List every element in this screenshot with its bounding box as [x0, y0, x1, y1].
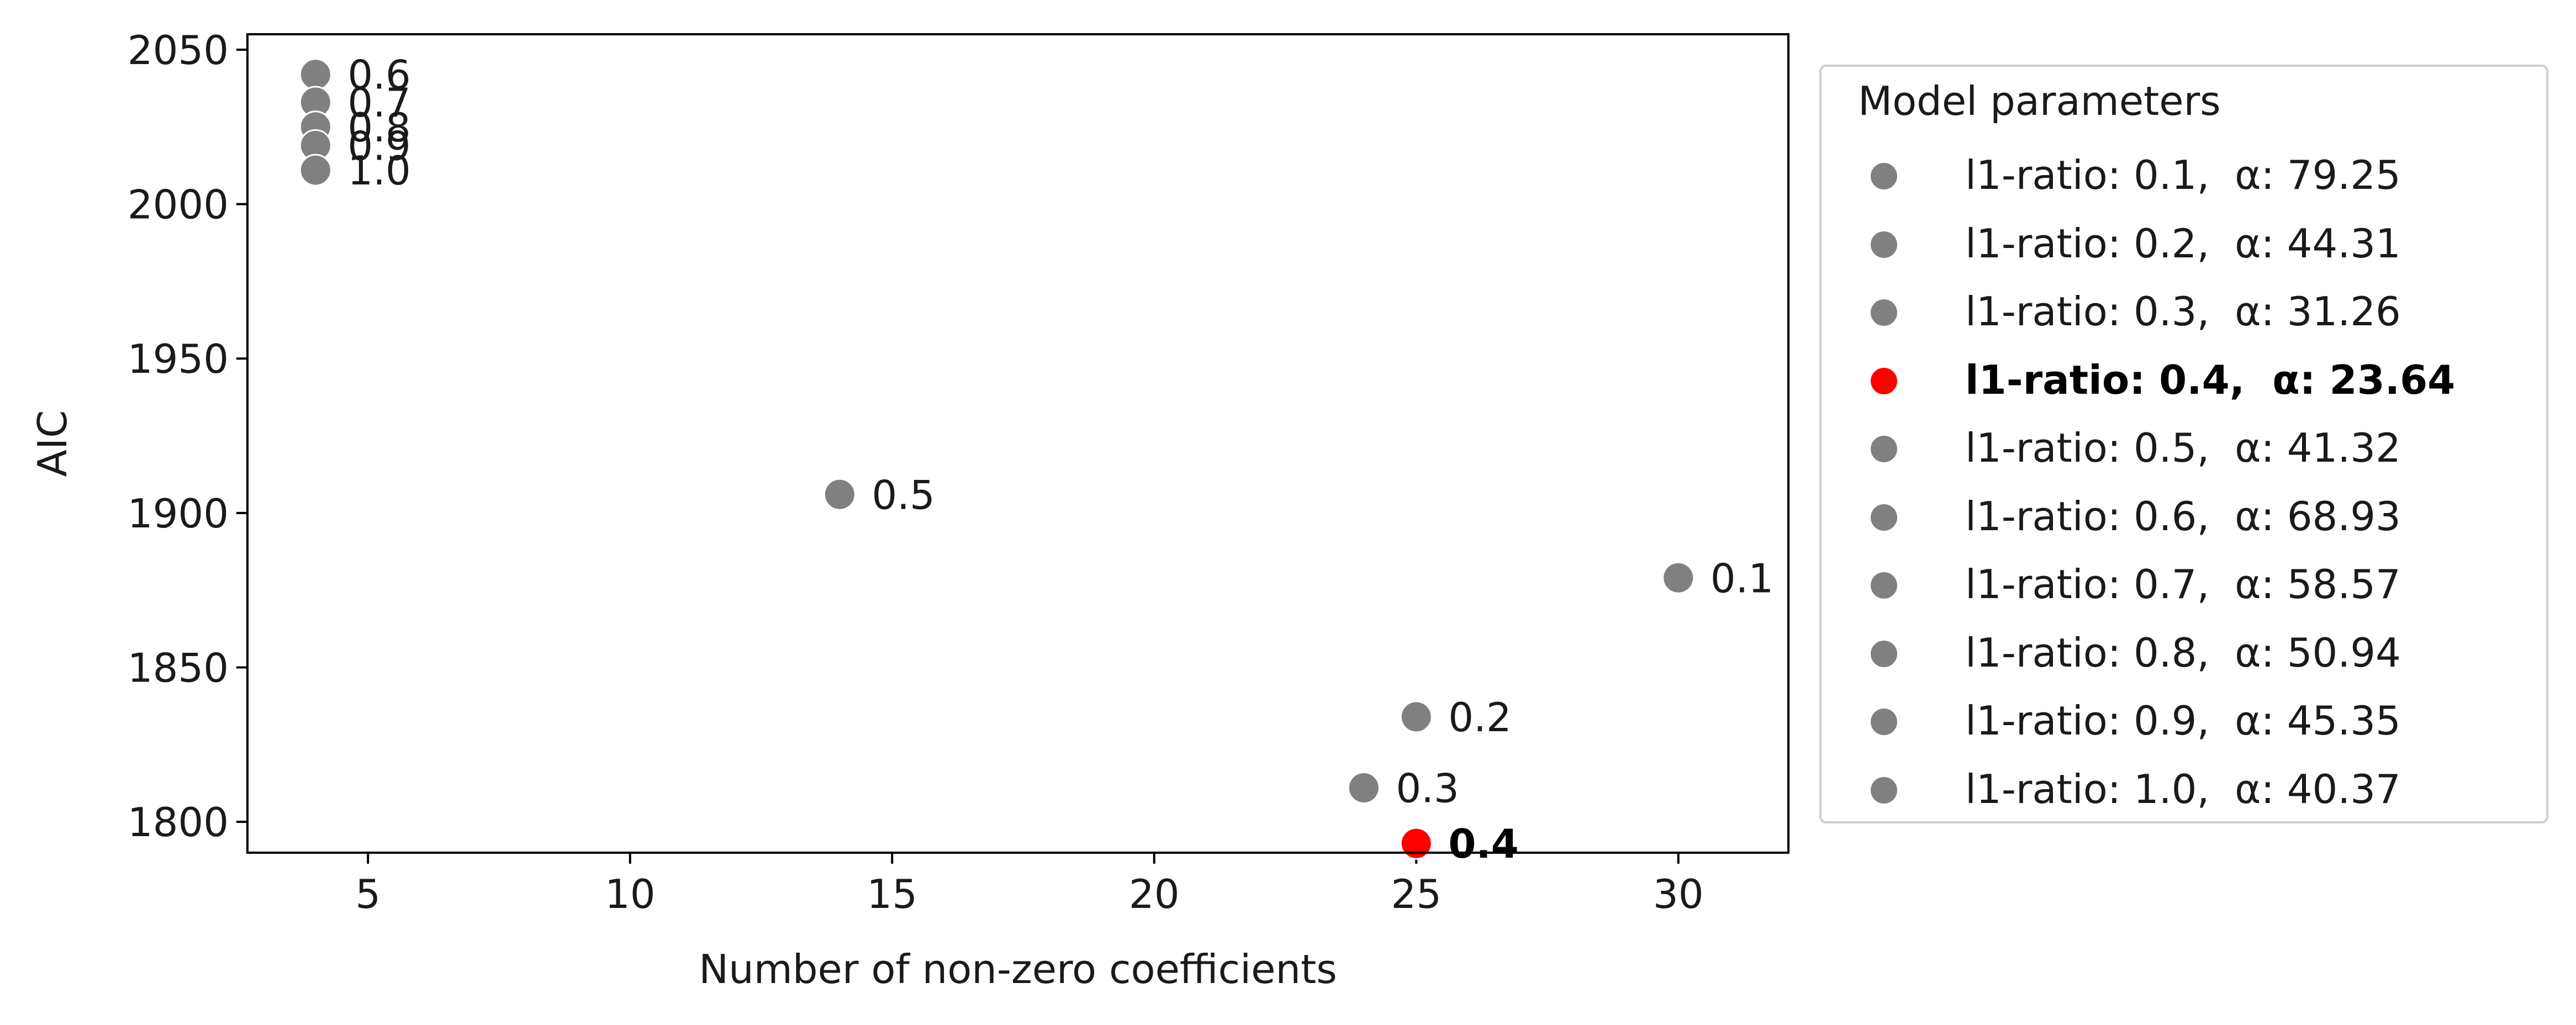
point-label: 0.4 [1448, 821, 1519, 867]
legend-item: l1-ratio: 0.7, α: 58.57 [1822, 556, 2540, 616]
legend-marker-icon [1869, 775, 1899, 805]
legend-marker-icon [1869, 161, 1899, 191]
legend-marker-icon [1869, 638, 1899, 669]
legend-label: l1-ratio: 0.2, α: 44.31 [1965, 220, 2401, 267]
legend-item: l1-ratio: 0.2, α: 44.31 [1822, 215, 2540, 276]
data-point [1400, 700, 1433, 733]
point-label: 0.3 [1396, 765, 1459, 812]
legend-item: l1-ratio: 0.5, α: 41.32 [1822, 419, 2540, 480]
legend-title: Model parameters [1858, 78, 2221, 124]
point-label: 0.8 [347, 104, 411, 151]
data-point [1347, 772, 1380, 805]
data-point [823, 478, 856, 511]
legend-marker-icon [1869, 502, 1899, 532]
legend-label: l1-ratio: 0.6, α: 68.93 [1965, 493, 2401, 540]
legend-marker-icon [1869, 366, 1899, 396]
x-tick-label: 10 [605, 871, 656, 917]
x-tick-label: 25 [1391, 871, 1442, 917]
plot-frame [246, 33, 1790, 854]
legend-label: l1-ratio: 0.4, α: 23.64 [1965, 356, 2456, 403]
legend-label: l1-ratio: 0.5, α: 41.32 [1965, 425, 2401, 471]
y-tick-label: 1900 [128, 490, 229, 537]
legend-label: l1-ratio: 0.7, α: 58.57 [1965, 561, 2401, 607]
y-tick-label: 2050 [128, 27, 229, 73]
y-axis-label: AIC [29, 410, 76, 477]
x-tick-label: 20 [1129, 871, 1180, 917]
data-point [1662, 561, 1695, 594]
point-label: 0.2 [1448, 694, 1512, 741]
legend-label: l1-ratio: 0.3, α: 31.26 [1965, 288, 2401, 335]
point-label: 0.1 [1711, 555, 1774, 601]
legend-label: l1-ratio: 0.1, α: 79.25 [1965, 152, 2401, 198]
legend: Model parameters l1-ratio: 0.1, α: 79.25… [1819, 65, 2548, 823]
legend-item: l1-ratio: 0.6, α: 68.93 [1822, 488, 2540, 548]
point-label: 0.5 [872, 472, 935, 518]
data-point [299, 58, 332, 91]
legend-label: l1-ratio: 1.0, α: 40.37 [1965, 765, 2401, 812]
point-label: 0.7 [347, 80, 411, 126]
point-label: 0.6 [347, 52, 411, 98]
legend-label: l1-ratio: 0.9, α: 45.35 [1965, 698, 2401, 744]
legend-item: l1-ratio: 1.0, α: 40.37 [1822, 760, 2540, 821]
point-label: 1.0 [347, 147, 411, 194]
legend-marker-icon [1869, 570, 1899, 600]
x-tick-label: 5 [355, 871, 381, 917]
y-tick-label: 1800 [128, 799, 229, 846]
legend-item: l1-ratio: 0.4, α: 23.64 [1822, 351, 2540, 412]
y-tick-label: 2000 [128, 182, 229, 228]
legend-item: l1-ratio: 0.1, α: 79.25 [1822, 146, 2540, 207]
y-tick-label: 1950 [128, 336, 229, 382]
legend-marker-icon [1869, 707, 1899, 737]
legend-marker-icon [1869, 229, 1899, 260]
point-label: 0.9 [347, 123, 411, 169]
legend-item: l1-ratio: 0.9, α: 45.35 [1822, 692, 2540, 753]
legend-label: l1-ratio: 0.8, α: 50.94 [1965, 629, 2401, 676]
x-axis-label: Number of non-zero coefficients [699, 946, 1337, 992]
data-point [299, 154, 332, 187]
legend-marker-icon [1869, 298, 1899, 327]
y-tick-label: 1850 [128, 644, 229, 691]
legend-item: l1-ratio: 0.3, α: 31.26 [1822, 283, 2540, 344]
x-tick-label: 30 [1653, 871, 1704, 917]
legend-item: l1-ratio: 0.8, α: 50.94 [1822, 624, 2540, 685]
best-data-point [1400, 827, 1433, 860]
x-tick-label: 15 [867, 871, 917, 917]
legend-marker-icon [1869, 434, 1899, 464]
